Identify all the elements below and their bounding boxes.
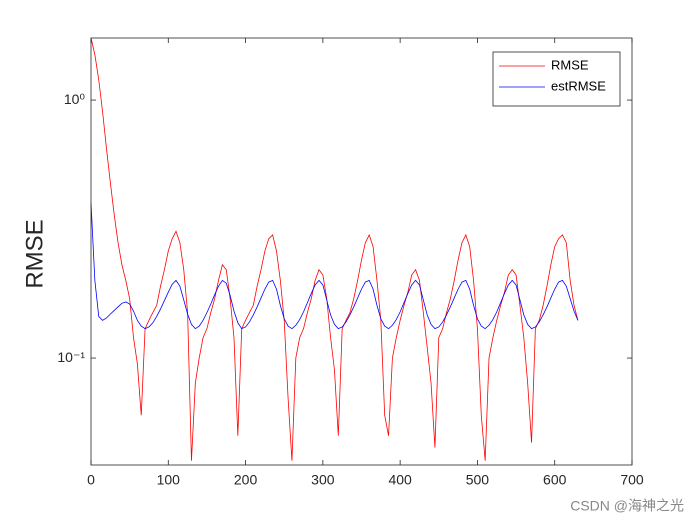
- data-line: [90, 202, 579, 330]
- x-tick-label: 500: [466, 472, 490, 488]
- data-line: [90, 37, 579, 461]
- y-tick-label: 10⁻¹: [57, 349, 85, 365]
- legend-label: estRMSE: [551, 78, 606, 93]
- y-axis-label: RMSE: [21, 219, 48, 288]
- y-tick-label: 10⁰: [64, 91, 86, 107]
- x-tick-label: 100: [157, 472, 181, 488]
- x-tick-label: 700: [620, 472, 644, 488]
- legend-box: [492, 51, 621, 107]
- x-tick-label: 0: [87, 472, 95, 488]
- x-tick-label: 600: [543, 472, 567, 488]
- axes-box: [90, 37, 633, 466]
- watermark: CSDN @海神之光: [570, 498, 684, 514]
- legend-label: RMSE: [551, 57, 589, 72]
- x-tick-label: 400: [388, 472, 412, 488]
- x-tick-label: 200: [234, 472, 258, 488]
- x-tick-label: 300: [311, 472, 335, 488]
